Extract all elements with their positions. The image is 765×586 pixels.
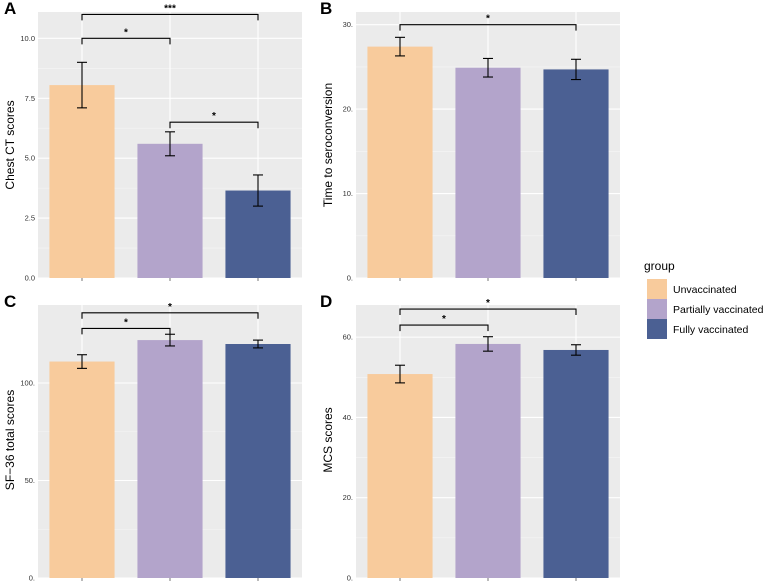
- legend-swatch-fully-vaccinated: [647, 319, 667, 339]
- y-axis-label-a: Chest CT scores: [3, 100, 17, 189]
- bar-partially-vaccinated: [137, 340, 203, 578]
- y-tick-label: 20.: [343, 493, 353, 502]
- y-tick-label: 0.0: [25, 274, 35, 283]
- significance-label: *: [212, 111, 216, 122]
- panel-c: 0. 50. 100. * * C SF−36 total scores: [3, 292, 302, 583]
- panel-b: 0. 10. 20. 30. * B Time to seroconversion: [320, 0, 620, 283]
- panel-letter-a: A: [4, 0, 16, 18]
- bar-unvaccinated: [49, 361, 115, 578]
- significance-bracket: [81, 13, 259, 21]
- legend-label-fully-vaccinated: Fully vaccinated: [673, 324, 748, 336]
- legend-label-unvaccinated: Unvaccinated: [673, 284, 737, 296]
- significance-bracket: [81, 327, 171, 335]
- bar-fully-vaccinated: [543, 349, 609, 578]
- y-tick-label: 100.: [20, 379, 35, 388]
- legend-swatch-partially-vaccinated: [647, 299, 667, 319]
- y-tick-label: 60.: [343, 333, 353, 342]
- y-tick-label: 0.: [347, 574, 353, 583]
- significance-bracket: [81, 37, 171, 45]
- bar-partially-vaccinated: [455, 67, 521, 278]
- significance-bracket: [399, 308, 577, 316]
- y-tick-label: 0.: [29, 574, 35, 583]
- y-tick-label: 40.: [343, 413, 353, 422]
- y-axis-label-c: SF−36 total scores: [3, 390, 17, 490]
- y-tick-label: 2.5: [25, 214, 35, 223]
- y-tick-label: 10.0: [20, 34, 35, 43]
- bar-partially-vaccinated: [455, 343, 521, 578]
- significance-bracket: [399, 324, 489, 332]
- significance-label: *: [124, 317, 128, 328]
- significance-label: *: [168, 302, 172, 313]
- panel-d: 0. 20. 40. 60. * * D MCS scores: [320, 292, 620, 583]
- legend-title: group: [644, 259, 675, 273]
- significance-label: *: [486, 298, 490, 309]
- legend: group Unvaccinated Partially vaccinated …: [644, 259, 764, 339]
- significance-label: *: [124, 27, 128, 38]
- y-tick-label: 7.5: [25, 94, 35, 103]
- y-tick-label: 10.: [343, 189, 353, 198]
- significance-bracket: [399, 24, 577, 31]
- panel-letter-c: C: [4, 292, 16, 311]
- bar-unvaccinated: [367, 374, 433, 578]
- panel-letter-d: D: [320, 292, 332, 311]
- bar-unvaccinated: [49, 85, 115, 278]
- significance-bracket: [169, 121, 259, 129]
- y-axis-label-d: MCS scores: [321, 407, 335, 472]
- y-tick-label: 5.0: [25, 154, 35, 163]
- y-tick-label: 30.: [343, 20, 353, 29]
- significance-bracket: [81, 312, 259, 319]
- y-tick-label: 20.: [343, 105, 353, 114]
- y-axis-label-b: Time to seroconversion: [321, 83, 335, 207]
- significance-label: *: [486, 14, 490, 25]
- bar-partially-vaccinated: [137, 143, 203, 278]
- panel-letter-b: B: [320, 0, 332, 18]
- significance-label: ***: [164, 3, 176, 14]
- y-tick-label: 50.: [25, 476, 35, 485]
- y-tick-label: 0.: [347, 274, 353, 283]
- legend-label-partially-vaccinated: Partially vaccinated: [673, 304, 764, 316]
- legend-swatch-unvaccinated: [647, 279, 667, 299]
- bar-fully-vaccinated: [543, 69, 609, 278]
- significance-label: *: [442, 314, 446, 325]
- bar-unvaccinated: [367, 46, 433, 278]
- bar-fully-vaccinated: [225, 344, 291, 578]
